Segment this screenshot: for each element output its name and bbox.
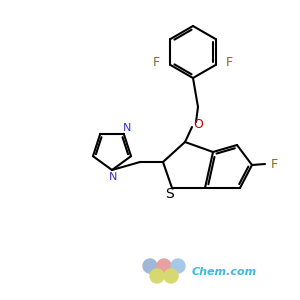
Text: F: F (153, 56, 160, 70)
Text: N: N (109, 172, 117, 182)
Circle shape (164, 269, 178, 283)
Text: F: F (226, 56, 233, 70)
Circle shape (157, 259, 171, 273)
Text: Chem.com: Chem.com (192, 267, 257, 277)
Circle shape (150, 269, 164, 283)
Text: N: N (123, 123, 131, 133)
Circle shape (143, 259, 157, 273)
Text: S: S (166, 187, 174, 201)
Text: O: O (193, 118, 203, 131)
Circle shape (171, 259, 185, 273)
Text: F: F (270, 158, 278, 170)
